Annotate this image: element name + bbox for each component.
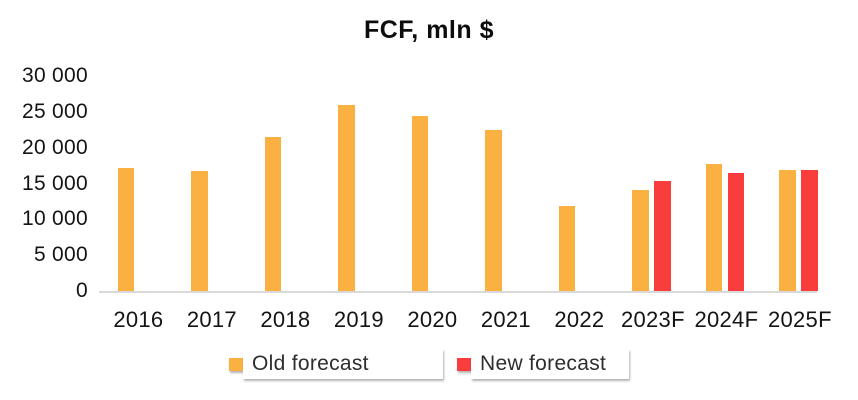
x-tick-label: 2023F	[620, 307, 685, 332]
x-axis-line	[99, 291, 817, 293]
bar-old-forecast-2019	[338, 104, 355, 291]
bar-old-forecast-2016	[117, 168, 135, 291]
bar-old-forecast-2020	[411, 116, 429, 291]
x-tick-label: 2018	[260, 307, 311, 332]
bar-old-forecast-2017	[191, 171, 208, 291]
y-tick-label: 15 000	[21, 171, 88, 195]
chart-title: FCF, mln $	[363, 16, 494, 44]
y-tick-label: 10 000	[21, 207, 88, 231]
x-tick-label: 2024F	[694, 307, 759, 332]
bar-old-forecast-2018	[264, 136, 282, 291]
legend-label-new-forecast: New forecast	[471, 349, 629, 379]
legend-item-old-forecast: Old forecast	[229, 349, 443, 379]
y-tick-label: 25 000	[21, 99, 88, 123]
y-tick-label: 30 000	[21, 64, 88, 87]
bar-old-forecast-2022	[558, 205, 576, 291]
x-tick-label: 2022	[554, 307, 605, 332]
bar-new-forecast-2025F	[801, 169, 818, 291]
x-tick-label: 2016	[113, 307, 164, 332]
x-tick-label: 2021	[480, 307, 531, 332]
legend-swatch-new-forecast	[457, 357, 471, 371]
x-tick-label: 2017	[186, 307, 237, 332]
bar-old-forecast-2025F	[779, 169, 796, 291]
y-tick-label: 0	[76, 279, 88, 302]
bar-new-forecast-2024F	[727, 172, 745, 291]
bar-new-forecast-2023F	[654, 181, 671, 291]
legend-swatch-old-forecast	[229, 357, 243, 371]
bar-old-forecast-2021	[485, 129, 502, 291]
legend-item-new-forecast: New forecast	[457, 349, 629, 379]
x-tick-label: 2025F	[767, 307, 832, 332]
y-tick-label: 5 000	[33, 243, 88, 267]
bar-old-forecast-2024F	[705, 164, 723, 291]
x-tick-label: 2020	[407, 307, 458, 332]
bar-old-forecast-2023F	[632, 189, 649, 291]
y-tick-label: 20 000	[21, 135, 88, 159]
x-tick-label: 2019	[333, 307, 384, 332]
legend: Old forecast New forecast	[0, 349, 858, 379]
legend-label-old-forecast: Old forecast	[243, 349, 443, 379]
